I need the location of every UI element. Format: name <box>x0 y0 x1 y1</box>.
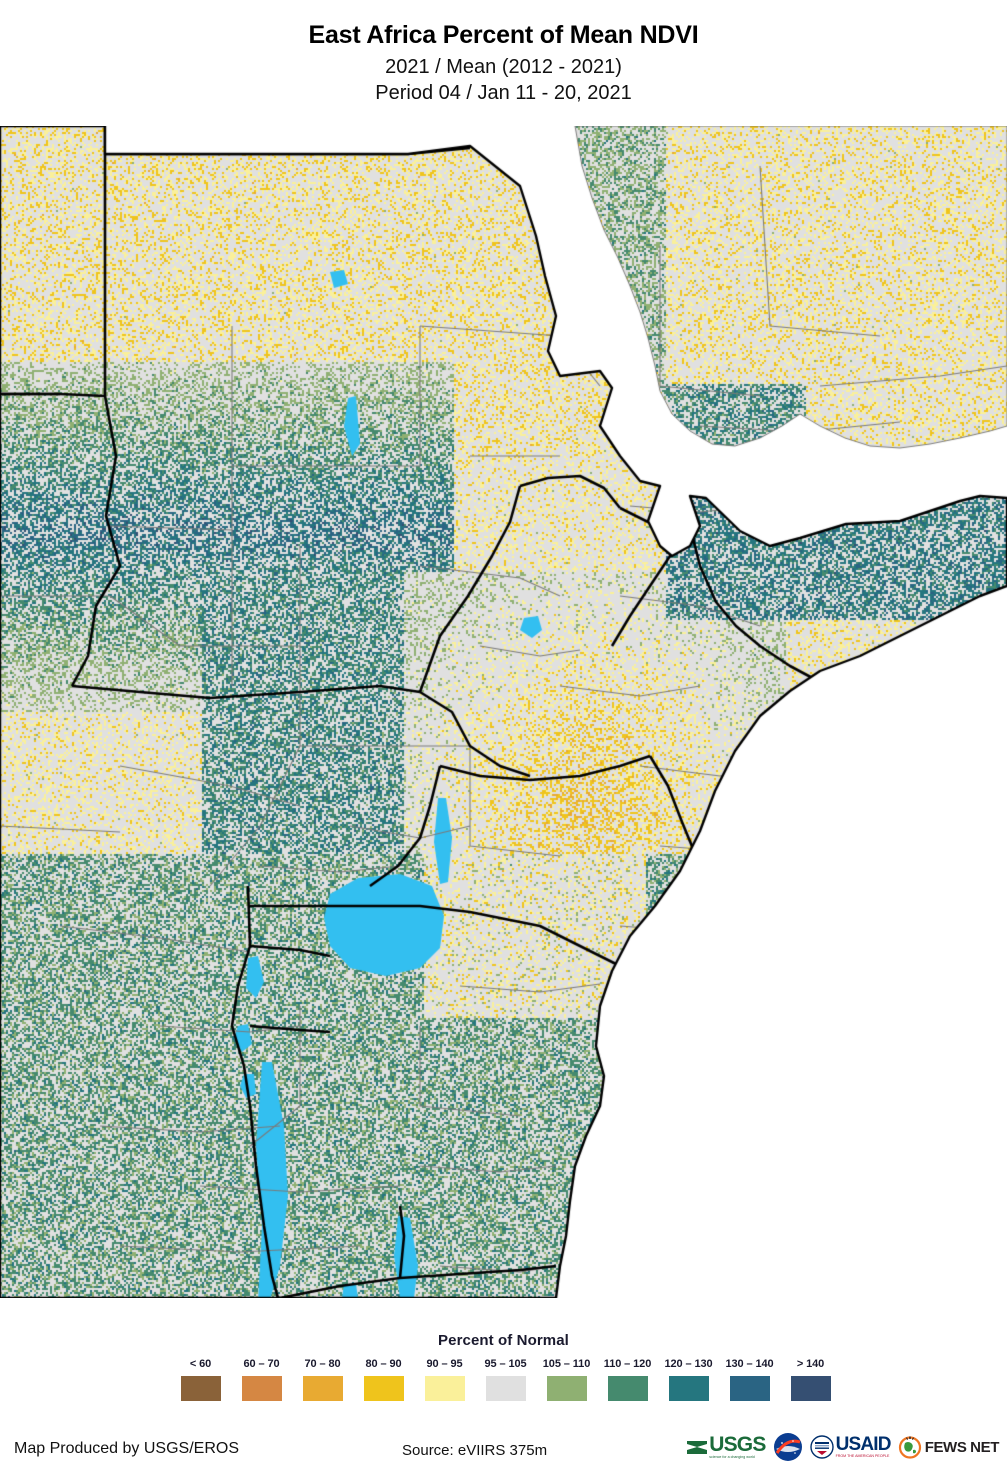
legend-item-swatch <box>180 1376 221 1401</box>
legend-item: > 140 <box>780 1358 841 1401</box>
legend-item: 90 – 95 <box>414 1358 475 1401</box>
usaid-logo-text: USAID <box>835 1434 892 1456</box>
legend-item-label: 70 – 80 <box>304 1358 341 1370</box>
legend-item-label: 95 – 105 <box>484 1358 527 1370</box>
legend-title: Percent of Normal <box>438 1332 569 1349</box>
legend-item-label: 130 – 140 <box>725 1358 774 1370</box>
legend-item-swatch <box>241 1376 282 1401</box>
legend-item-swatch <box>546 1376 587 1401</box>
page-title: East Africa Percent of Mean NDVI <box>308 21 699 49</box>
map-viewport[interactable] <box>0 126 1007 1298</box>
title-block: East Africa Percent of Mean NDVI 2021 / … <box>0 0 1007 126</box>
legend-item: 80 – 90 <box>353 1358 414 1401</box>
legend-item-swatch <box>790 1376 831 1401</box>
footer: Map Produced by USGS/EROS Source: eVIIRS… <box>0 1418 1007 1473</box>
legend-item-label: > 140 <box>796 1358 825 1370</box>
footer-logos: USGS science for a changing world <box>687 1432 999 1462</box>
ndvi-raster-map[interactable] <box>0 126 1007 1298</box>
legend-item: 120 – 130 <box>658 1358 719 1401</box>
legend-item-swatch <box>668 1376 709 1401</box>
usaid-logo: USAID FROM THE AMERICAN PEOPLE <box>809 1434 892 1459</box>
footer-credit: Map Produced by USGS/EROS <box>14 1440 239 1457</box>
legend: Percent of Normal < 60 60 – 70 70 – 80 80 –… <box>0 1298 1007 1418</box>
legend-item: 105 – 110 <box>536 1358 597 1401</box>
fews-globe-icon <box>898 1436 921 1459</box>
legend-items: < 60 60 – 70 70 – 80 80 – 90 90 – 95 95 – 105… <box>0 1358 1007 1401</box>
map-subtitle-period-range: 2021 / Mean (2012 - 2021) <box>385 56 622 79</box>
fews-logo: FEWS NET <box>898 1435 999 1459</box>
legend-item-label: 105 – 110 <box>542 1358 591 1370</box>
legend-item: < 60 <box>170 1358 231 1401</box>
footer-source: Source: eVIIRS 375m <box>402 1442 548 1459</box>
usgs-logo-text: USGS <box>709 1433 766 1457</box>
legend-item-label: 90 – 95 <box>426 1358 463 1370</box>
fews-logo-text: FEWS NET <box>924 1438 1000 1456</box>
legend-item-label: 80 – 90 <box>365 1358 402 1370</box>
legend-item-label: < 60 <box>189 1358 212 1370</box>
map-subtitle-dekad: Period 04 / Jan 11 - 20, 2021 <box>375 81 632 104</box>
nasa-logo <box>773 1432 803 1462</box>
legend-item: 60 – 70 <box>231 1358 292 1401</box>
usgs-logo: USGS science for a changing world <box>687 1433 766 1460</box>
nasa-meatball-icon <box>773 1433 802 1461</box>
legend-item-swatch <box>607 1376 648 1401</box>
usgs-wave-icon <box>687 1439 708 1455</box>
legend-item: 110 – 120 <box>597 1358 658 1401</box>
legend-item-label: 110 – 120 <box>603 1358 652 1370</box>
usgs-logo-tagline: science for a changing world <box>709 1455 755 1460</box>
legend-item-label: 120 – 130 <box>664 1358 713 1370</box>
legend-item-label: 60 – 70 <box>243 1358 280 1370</box>
legend-item-swatch <box>363 1376 404 1401</box>
usaid-logo-tagline: FROM THE AMERICAN PEOPLE <box>835 1454 890 1459</box>
legend-item: 130 – 140 <box>719 1358 780 1401</box>
usaid-seal-icon <box>809 1435 834 1459</box>
legend-item-swatch <box>424 1376 465 1401</box>
legend-item-swatch <box>302 1376 343 1401</box>
legend-item: 95 – 105 <box>475 1358 536 1401</box>
legend-item: 70 – 80 <box>292 1358 353 1401</box>
legend-item-swatch <box>729 1376 770 1401</box>
legend-item-swatch <box>485 1376 526 1401</box>
